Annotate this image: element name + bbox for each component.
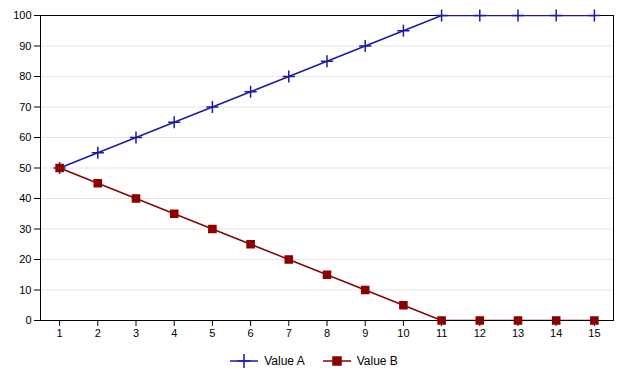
html-text:Value B: Value B bbox=[356, 354, 398, 368]
svg-text:2: 2 bbox=[95, 327, 101, 339]
svg-text:10: 10 bbox=[19, 284, 31, 296]
svg-text:40: 40 bbox=[19, 192, 31, 204]
svg-text:4: 4 bbox=[171, 327, 177, 339]
svg-text:9: 9 bbox=[362, 327, 368, 339]
html-text:Value A: Value A bbox=[264, 354, 305, 368]
svg-text:1: 1 bbox=[57, 327, 63, 339]
svg-text:70: 70 bbox=[19, 101, 31, 113]
svg-text:6: 6 bbox=[248, 327, 254, 339]
svg-text:20: 20 bbox=[19, 253, 31, 265]
svg-text:14: 14 bbox=[550, 327, 562, 339]
svg-text:7: 7 bbox=[286, 327, 292, 339]
svg-text:5: 5 bbox=[209, 327, 215, 339]
svg-text:11: 11 bbox=[436, 327, 447, 339]
svg-text:3: 3 bbox=[133, 327, 139, 339]
svg-text:12: 12 bbox=[474, 327, 486, 339]
svg-text:15: 15 bbox=[588, 327, 600, 339]
svg-text:10: 10 bbox=[397, 327, 409, 339]
svg-text:80: 80 bbox=[19, 70, 31, 82]
svg-text:90: 90 bbox=[19, 40, 31, 52]
svg-text:0: 0 bbox=[25, 314, 31, 326]
svg-text:60: 60 bbox=[19, 131, 31, 143]
svg-text:30: 30 bbox=[19, 223, 31, 235]
svg-text:13: 13 bbox=[512, 327, 524, 339]
svg-text:8: 8 bbox=[324, 327, 330, 339]
svg-text:100: 100 bbox=[13, 9, 31, 21]
svg-text:50: 50 bbox=[19, 162, 31, 174]
